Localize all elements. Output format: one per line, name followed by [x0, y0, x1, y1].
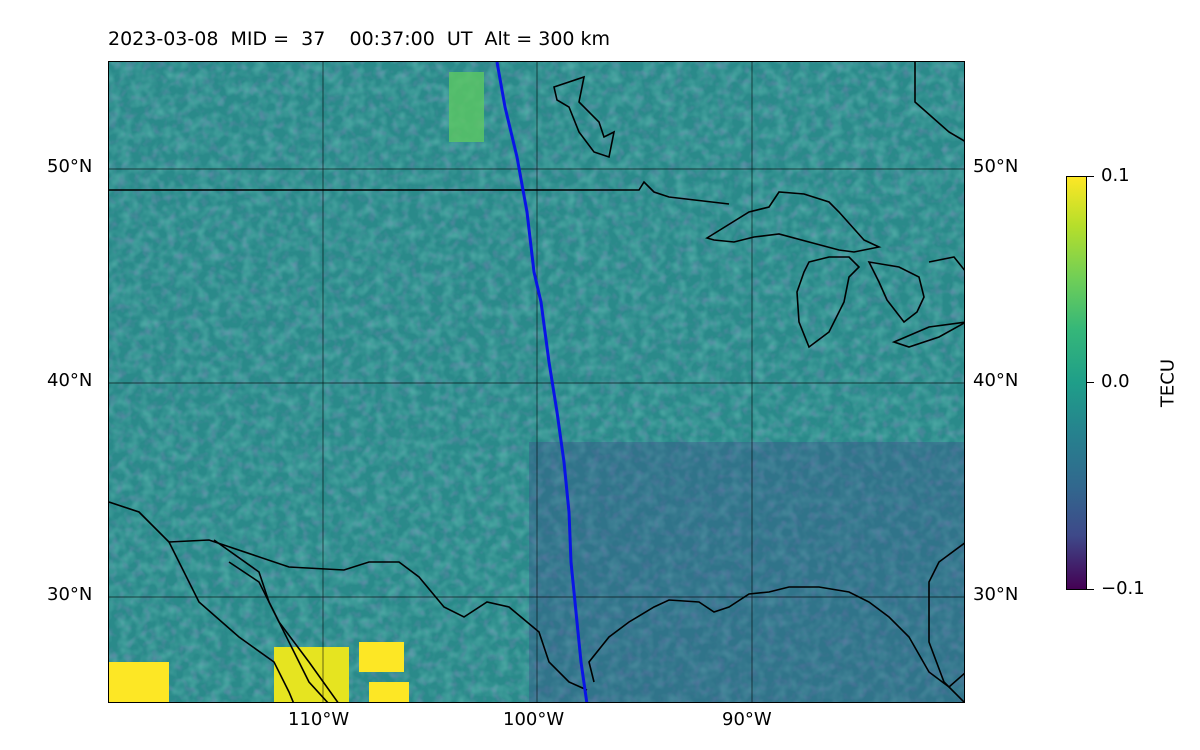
lat-label-50n-right: 50°N — [973, 156, 1019, 177]
lat-label-40n-left: 40°N — [47, 370, 93, 391]
lon-label-90w: 90°W — [722, 709, 772, 730]
tec-map[interactable] — [108, 61, 965, 703]
tec-high-patch — [274, 647, 349, 702]
tec-high-patch — [359, 642, 404, 672]
lat-label-30n-right: 30°N — [973, 584, 1019, 605]
colorbar-tick — [1087, 382, 1094, 383]
lat-label-40n-right: 40°N — [973, 370, 1019, 391]
colorbar-label-min: −0.1 — [1101, 578, 1145, 599]
colorbar — [1066, 176, 1087, 590]
tec-high-patch — [109, 662, 169, 702]
lat-label-50n-left: 50°N — [47, 156, 93, 177]
lat-label-30n-left: 30°N — [47, 584, 93, 605]
colorbar-label-zero: 0.0 — [1101, 371, 1130, 392]
satellite-track — [495, 62, 589, 702]
plot-title: 2023-03-08 MID = 37 00:37:00 UT Alt = 30… — [108, 28, 611, 50]
lon-label-110w: 110°W — [288, 709, 350, 730]
colorbar-tick — [1087, 589, 1094, 590]
colorbar-title: TECU — [1157, 358, 1179, 408]
colorbar-label-max: 0.1 — [1101, 165, 1130, 186]
colorbar-tick — [1087, 176, 1094, 177]
map-canvas — [109, 62, 964, 702]
lon-label-100w: 100°W — [503, 709, 565, 730]
gridlines — [109, 62, 964, 702]
coastlines — [109, 62, 964, 702]
tec-high-patch — [369, 682, 409, 702]
